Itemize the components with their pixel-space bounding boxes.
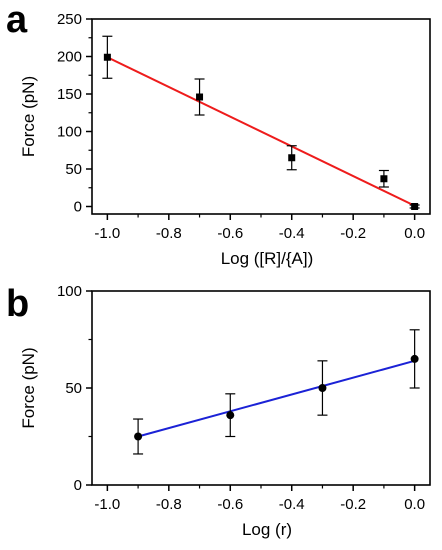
data-point	[410, 354, 419, 363]
y-tick-label: 50	[65, 380, 82, 397]
panel-letter-b: b	[6, 283, 29, 325]
chart-panel-a: -1.0 -0.8 -0.6 -0.4 -0.2 0.0 0 50 100 150 200 250 Lo…	[19, 11, 431, 268]
data-point	[103, 53, 111, 61]
y-tick-label: 200	[57, 49, 82, 66]
x-axis-title: Log (r)	[242, 520, 292, 539]
x-tick-label: -0.8	[156, 225, 182, 242]
data-point	[226, 411, 235, 420]
x-tick-label: -0.4	[279, 496, 305, 513]
data-point	[134, 432, 143, 441]
x-tick-label: -0.2	[340, 225, 366, 242]
x-tick-label: -0.6	[217, 496, 243, 513]
x-tick-label: 0.0	[404, 496, 425, 513]
x-tick-label: -0.8	[156, 496, 182, 513]
y-tick-label: 100	[57, 124, 82, 141]
x-tick-label: -0.6	[217, 225, 243, 242]
x-axis-title: Log ([R]/{A])	[221, 249, 314, 268]
x-tick-label: -1.0	[94, 225, 120, 242]
y-tick-label: 150	[57, 86, 82, 103]
y-tick-label: 0	[74, 477, 82, 494]
y-axis-title: Force (pN)	[19, 76, 38, 157]
data-point	[411, 203, 419, 210]
data-point	[196, 93, 204, 101]
x-tick-label: 0.0	[404, 225, 425, 242]
x-tick-label: -1.0	[94, 496, 120, 513]
data-point	[380, 175, 388, 183]
fit-line	[137, 359, 415, 438]
data-point	[318, 384, 327, 392]
y-tick-label: 0	[74, 199, 82, 216]
plot-frame	[91, 18, 431, 215]
y-tick-label: 250	[57, 11, 82, 28]
fit-line	[106, 56, 416, 207]
y-tick-label: 50	[65, 161, 82, 178]
chart-panel-b: -1.0 -0.8 -0.6 -0.4 -0.2 0.0 0 50 100 Log (r) Forc…	[19, 283, 431, 539]
panel-letter-a: a	[6, 0, 28, 41]
data-point	[288, 154, 296, 162]
y-axis-title: Force (pN)	[19, 347, 38, 428]
x-tick-label: -0.4	[279, 225, 305, 242]
y-tick-label: 100	[57, 283, 82, 300]
plot-frame	[91, 290, 431, 486]
x-tick-label: -0.2	[340, 496, 366, 513]
